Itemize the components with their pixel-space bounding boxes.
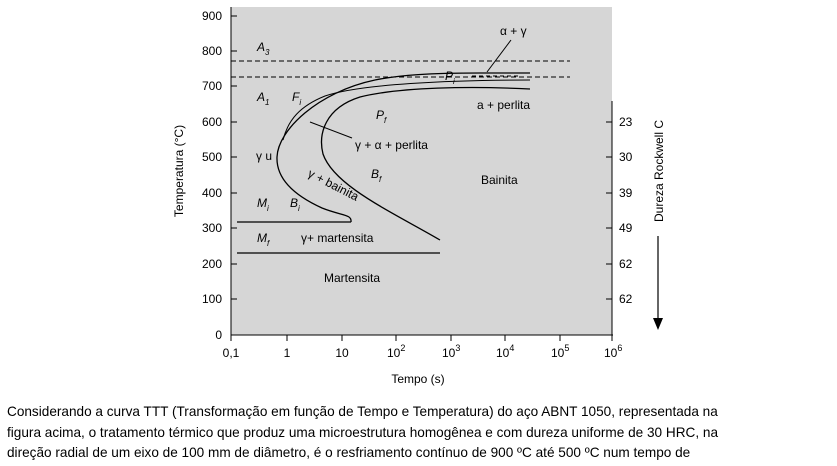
finish-curve-pf-bf (320, 86, 531, 241)
y-axis-tick-labels: 900 800 700 600 500 400 300 200 100 0 (202, 9, 222, 342)
y-tick-label: 800 (202, 44, 222, 58)
x-tick-label: 106 (604, 343, 622, 360)
y-tick-label: 400 (202, 186, 222, 200)
pi-label: Pi (445, 69, 455, 86)
bainita-label: Bainita (481, 173, 518, 187)
ttt-diagram: 900 800 700 600 500 400 300 200 100 0 Te… (172, 7, 666, 386)
question-line: figura acima, o tratamento térmico que p… (7, 424, 719, 440)
pearlite-start-curve (282, 79, 531, 141)
right-axis-label: Dureza Rockwell C (652, 120, 666, 222)
pf-label: Pf (376, 108, 387, 125)
hardness-tick-label: 62 (619, 292, 633, 306)
y-tick-label: 200 (202, 257, 222, 271)
down-arrow-icon (653, 318, 663, 330)
alpha-gamma-label: α + γ (500, 24, 527, 38)
bf-label: Bf (371, 167, 382, 184)
fi-label: Fi (292, 90, 301, 107)
question-line: direção radial de um eixo de 100 mm de d… (7, 445, 691, 460)
gamma-u-label: γ u (256, 149, 272, 163)
hardness-tick-label: 23 (619, 115, 633, 129)
x-axis-tick-labels: 0,1 1 10 102 103 104 105 106 (223, 343, 623, 360)
mf-label: Mf (257, 231, 270, 248)
start-curve-pi-bi (276, 72, 530, 223)
a-perlita-label: a + perlita (477, 98, 530, 112)
x-tick-label: 104 (496, 343, 514, 360)
y-tick-label: 0 (215, 328, 222, 342)
x-tick-label: 103 (442, 343, 460, 360)
x-axis-ticks (230, 335, 613, 341)
alpha-gamma-leader (486, 39, 512, 73)
y-tick-label: 900 (202, 9, 222, 23)
right-axis-tick-labels: 23 30 39 49 62 62 (619, 115, 633, 306)
x-axis-label: Tempo (s) (391, 372, 444, 386)
right-axis-ticks (606, 121, 612, 300)
y-tick-label: 700 (202, 79, 222, 93)
hardness-tick-label: 30 (619, 150, 633, 164)
x-tick-label: 105 (551, 343, 569, 360)
question-text: Considerando a curva TTT (Transformação … (7, 402, 833, 464)
y-tick-label: 500 (202, 150, 222, 164)
martensita-label: Martensita (324, 271, 380, 285)
x-tick-label: 1 (284, 346, 291, 360)
mi-label: Mi (257, 196, 269, 213)
a1-label: A1 (256, 90, 269, 107)
y-tick-label: 100 (202, 292, 222, 306)
bi-label: Bi (290, 196, 300, 213)
a3-label: A3 (256, 40, 270, 57)
y-tick-label: 600 (202, 115, 222, 129)
hardness-tick-label: 62 (619, 257, 633, 271)
x-tick-label: 0,1 (223, 346, 240, 360)
gamma-martensita-label: γ+ martensita (301, 231, 374, 245)
hardness-tick-label: 39 (619, 186, 633, 200)
plot-area (231, 7, 612, 335)
y-axis-label: Temperatura (°C) (172, 125, 186, 217)
hardness-tick-label: 49 (619, 221, 633, 235)
x-tick-label: 102 (387, 343, 405, 360)
gamma-alpha-perlita-leader (309, 121, 353, 139)
question-line: Considerando a curva TTT (Transformação … (7, 404, 718, 419)
y-axis-ticks (231, 15, 237, 300)
gamma-alpha-perlita-label: γ + α + perlita (355, 138, 428, 152)
x-tick-label: 10 (335, 346, 349, 360)
y-tick-label: 300 (202, 221, 222, 235)
